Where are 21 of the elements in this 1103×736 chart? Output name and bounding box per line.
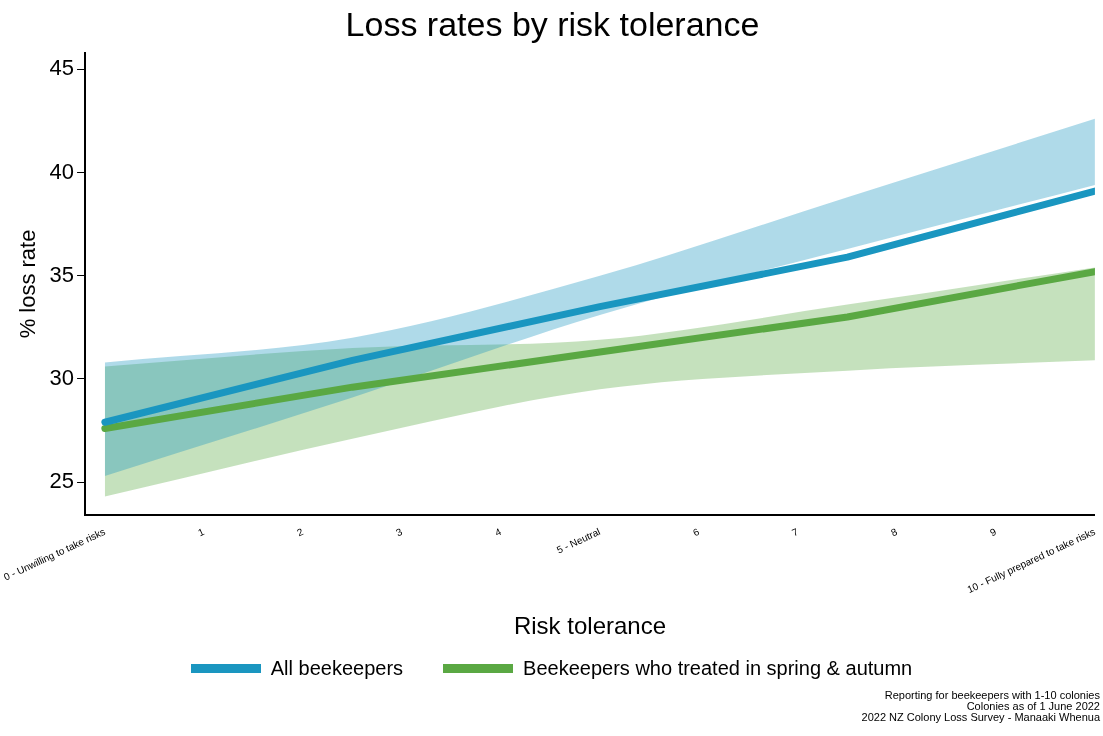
x-tick-label: 6 (691, 525, 702, 539)
legend-label: Beekeepers who treated in spring & autumn (523, 656, 913, 680)
y-axis-title: % loss rate (15, 229, 41, 339)
chart-title: Loss rates by risk tolerance (345, 4, 760, 43)
y-tick-label: 45 (49, 55, 75, 81)
text: Colonies as of 1 June 2022 (966, 700, 1100, 712)
legend-label: All beekeepers (270, 656, 404, 680)
y-tick-label: 30 (49, 364, 75, 390)
text: 2022 NZ Colony Loss Survey - Manaaki Whenua (860, 711, 1100, 723)
x-tick-label: 1 (196, 525, 207, 539)
x-tick-label: 7 (790, 525, 801, 539)
x-tick-label: 2 (295, 525, 306, 539)
x-tick-label: 9 (988, 525, 999, 539)
x-tick-label: 3 (394, 525, 405, 539)
x-tick-label: 8 (889, 525, 900, 539)
y-tick-label: 35 (49, 261, 75, 287)
x-tick-label: 4 (493, 525, 504, 539)
x-axis-title: Risk tolerance (513, 612, 667, 640)
text: Reporting for beekeepers with 1-10 colonies (883, 689, 1100, 701)
y-tick-label: 25 (49, 468, 75, 494)
y-tick-label: 40 (49, 158, 75, 184)
